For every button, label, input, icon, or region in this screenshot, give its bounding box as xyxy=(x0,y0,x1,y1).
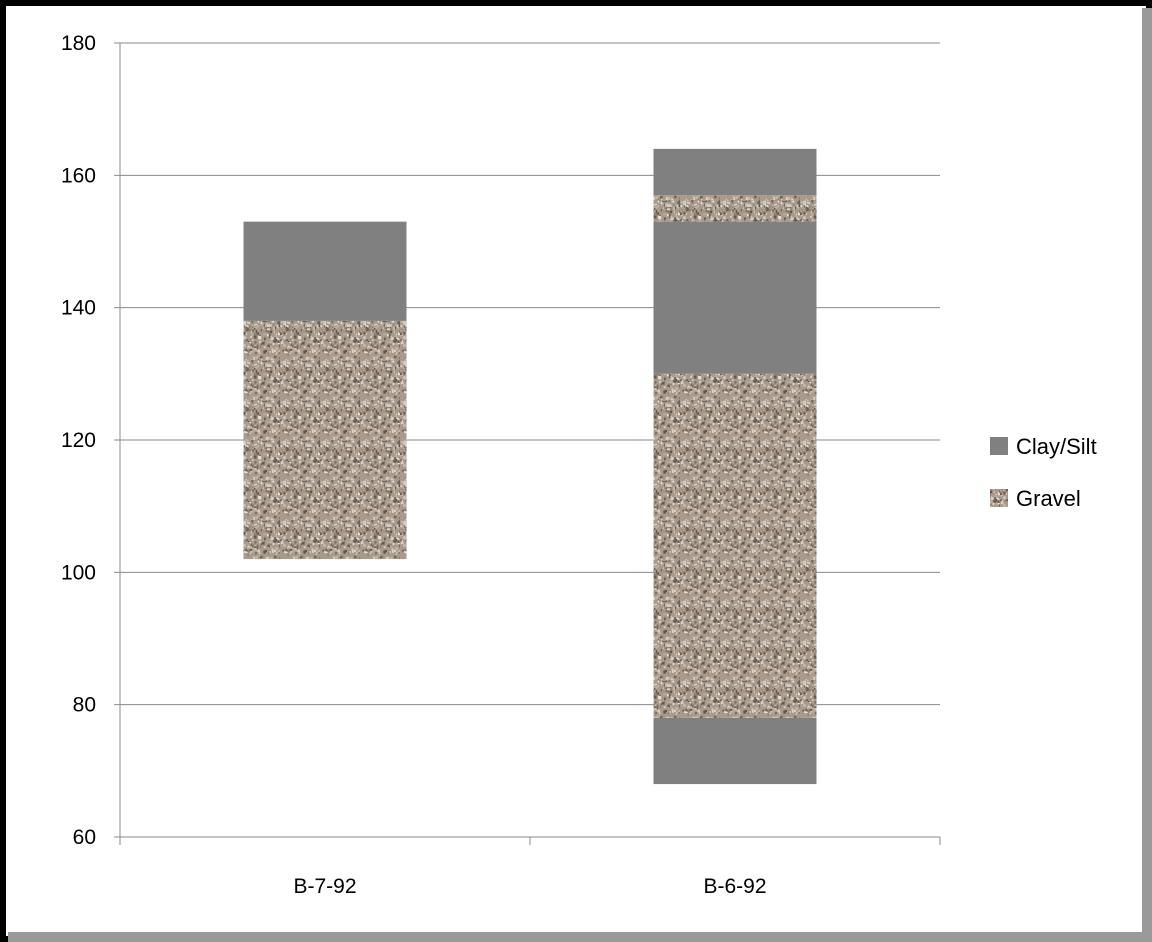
y-tick-label: 160 xyxy=(61,164,96,187)
bar-segment xyxy=(243,320,407,560)
x-tick-label: B-7-92 xyxy=(293,875,356,898)
legend-swatch xyxy=(990,437,1008,455)
legend: Clay/Silt Gravel xyxy=(990,434,1097,511)
y-tick-label: 80 xyxy=(73,694,96,717)
y-tick-label: 120 xyxy=(61,429,96,452)
frame-shadow-bottom xyxy=(8,932,1152,942)
bar-segment xyxy=(243,221,407,321)
y-tick-label: 60 xyxy=(73,826,96,849)
tick-labels: 60 80 100 120 140 160 180 B-7-92 B-6-92 xyxy=(61,32,767,898)
bars xyxy=(243,148,817,785)
y-tick-label: 140 xyxy=(61,297,96,320)
legend-swatch xyxy=(990,489,1008,507)
axes xyxy=(119,43,941,845)
bar-segment xyxy=(653,195,817,222)
y-tick-label: 180 xyxy=(61,32,96,55)
bar-segment xyxy=(653,373,817,718)
y-tick-label: 100 xyxy=(61,561,96,584)
legend-label: Clay/Silt xyxy=(1016,434,1097,459)
frame-shadow-right xyxy=(1142,8,1152,942)
bar-segment xyxy=(653,221,817,374)
legend-label: Gravel xyxy=(1016,486,1081,511)
bar-segment xyxy=(653,148,817,196)
x-tick-label: B-6-92 xyxy=(703,875,766,898)
bar-segment xyxy=(653,717,817,785)
